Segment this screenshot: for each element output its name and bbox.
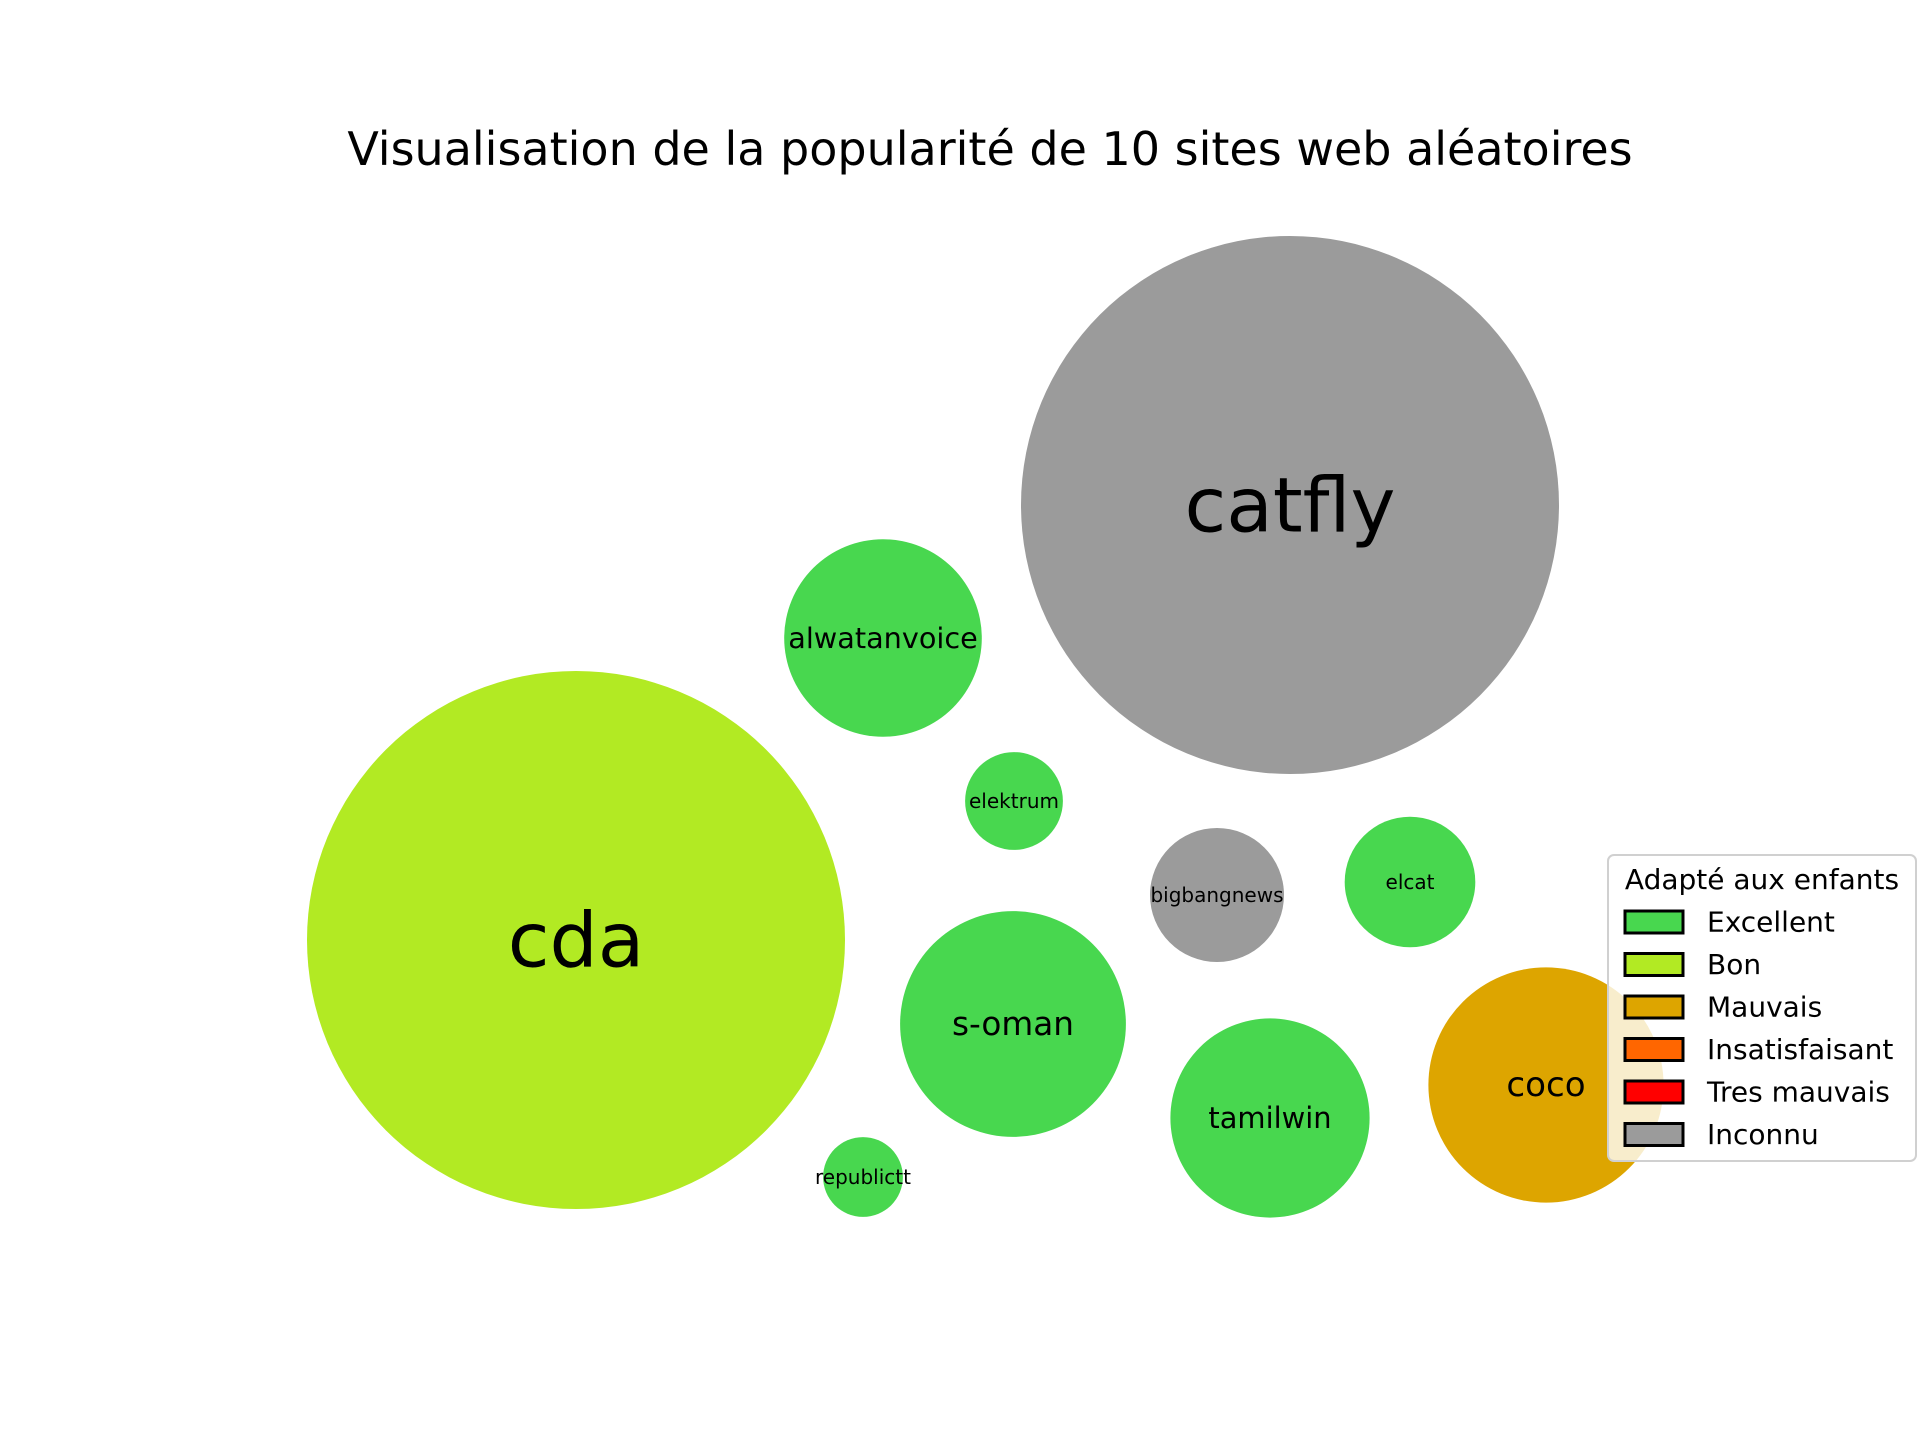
- bubble-label-coco: coco: [1506, 1065, 1585, 1105]
- bubble-label-elektrum: elektrum: [969, 789, 1059, 813]
- bubble-label-s-oman: s-oman: [952, 1005, 1074, 1043]
- bubble-s-oman: [900, 911, 1126, 1137]
- bubble-coco: [1428, 967, 1664, 1203]
- legend-title: Adapté aux enfants: [1625, 863, 1899, 896]
- legend-frame: [1607, 854, 1917, 1162]
- bubble-label-bigbangnews: bigbangnews: [1150, 883, 1283, 907]
- legend-label-mauvais: Mauvais: [1707, 991, 1822, 1024]
- legend-label-bon: Bon: [1707, 948, 1761, 981]
- legend-swatch-bon: [1623, 952, 1685, 977]
- bubble-cda: [307, 671, 845, 1209]
- bubble-label-alwatanvoice: alwatanvoice: [788, 621, 978, 655]
- bubble-label-cda: cda: [508, 896, 645, 985]
- legend-swatch-mauvais: [1623, 994, 1685, 1020]
- legend-swatch-insatisfaisant: [1623, 1037, 1685, 1062]
- bubble-alwatanvoice: [784, 539, 982, 737]
- legend-swatch-inconnu: [1623, 1122, 1685, 1147]
- bubble-republictt: [823, 1137, 903, 1217]
- bubble-label-tamilwin: tamilwin: [1208, 1101, 1331, 1135]
- bubble-elcat: [1344, 816, 1476, 948]
- bubbles-group: catfly cda alwatanvoice elektrum bigbangnews…: [307, 236, 1664, 1218]
- legend-label-tres-mauvais: Tres mauvais: [1706, 1076, 1890, 1109]
- legend-swatch-tres-mauvais: [1623, 1079, 1685, 1105]
- legend-label-insatisfaisant: Insatisfaisant: [1707, 1033, 1893, 1066]
- bubble-catfly: [1021, 236, 1559, 774]
- legend: Adapté aux enfants Excellent Bon Mauvais In…: [1607, 854, 1917, 1162]
- bubble-label-elcat: elcat: [1386, 870, 1435, 894]
- bubble-bigbangnews: [1150, 828, 1284, 962]
- legend-label-excellent: Excellent: [1707, 906, 1835, 939]
- chart-title: Visualisation de la popularité de 10 sit…: [347, 122, 1632, 176]
- legend-label-inconnu: Inconnu: [1707, 1118, 1819, 1151]
- legend-items: Excellent Bon Mauvais Insatisfaisant Tres ma…: [1623, 906, 1893, 1151]
- bubble-tamilwin: [1170, 1018, 1370, 1218]
- bubble-elektrum: [965, 752, 1063, 850]
- legend-swatch-excellent: [1623, 909, 1685, 935]
- bubble-label-republictt: republictt: [815, 1165, 911, 1189]
- bubble-label-catfly: catfly: [1184, 461, 1395, 550]
